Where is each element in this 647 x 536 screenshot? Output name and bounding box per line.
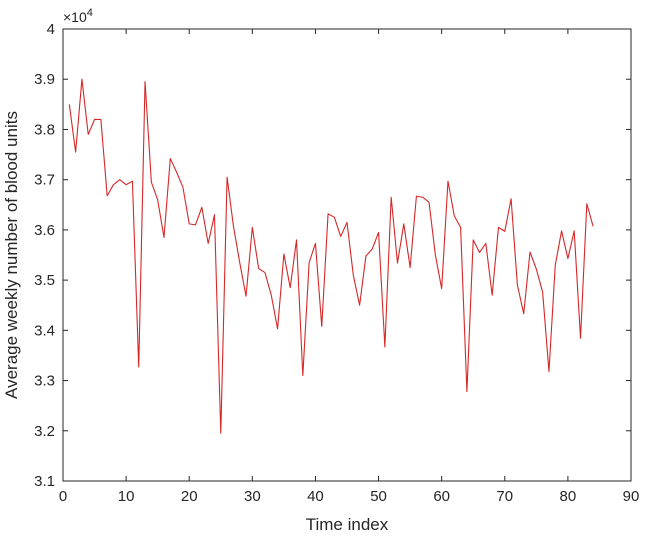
y-tick-label: 3.3: [34, 373, 55, 390]
x-tick-label: 70: [496, 488, 513, 505]
y-tick-label: 3.9: [34, 71, 55, 88]
y-axis-label: Average weekly number of blood units: [2, 111, 21, 399]
x-tick-label: 10: [118, 488, 135, 505]
x-tick-label: 60: [433, 488, 450, 505]
tick-labels: 0 10 20 30 40 50 60 70 80 90 3.1 3.2 3.3 3.4 3.5 3.6 3.7…: [34, 21, 639, 505]
y-tick-label: 3.4: [34, 322, 55, 339]
x-tick-label: 40: [307, 488, 324, 505]
axes-box: [62, 28, 632, 482]
plot-area: [63, 29, 631, 481]
x-axis-label: Time index: [306, 515, 389, 534]
y-tick-label: 3.7: [34, 172, 55, 189]
x-tick-label: 80: [560, 488, 577, 505]
y-axis-exponent: ×104: [63, 7, 93, 25]
x-tick-label: 20: [181, 488, 198, 505]
series-line: [68, 78, 594, 434]
y-tick-label: 3.1: [34, 473, 55, 490]
y-tick-label: 3.5: [34, 272, 55, 289]
x-tick-label: 0: [59, 488, 67, 505]
y-tick-label: 3.8: [34, 121, 55, 138]
y-tick-label: 3.6: [34, 222, 55, 239]
x-tick-label: 90: [623, 488, 640, 505]
y-tick-label: 3.2: [34, 423, 55, 440]
x-tick-label: 50: [370, 488, 387, 505]
x-tick-label: 30: [244, 488, 261, 505]
y-tick-label: 4: [47, 21, 55, 38]
